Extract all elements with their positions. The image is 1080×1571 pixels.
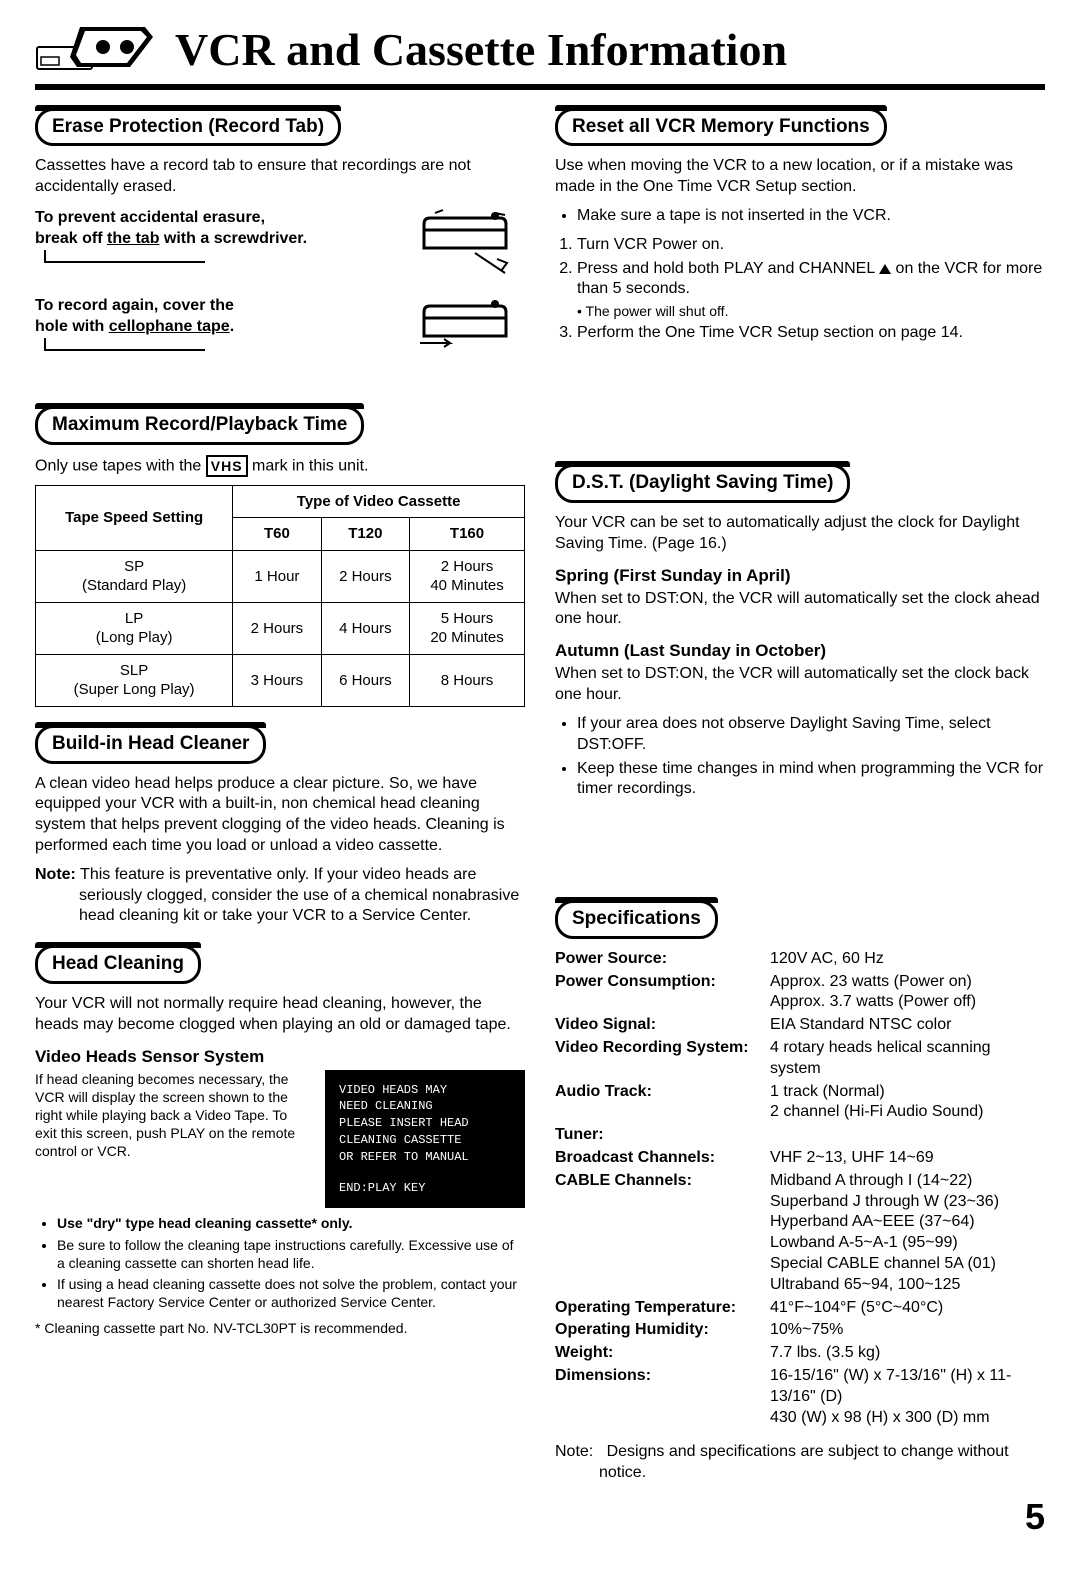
- table-header-speed: Tape Speed Setting: [36, 485, 233, 550]
- specs-note: Note: Designs and specifications are sub…: [555, 1442, 1045, 1484]
- heading-dst: D.S.T. (Daylight Saving Time): [555, 464, 850, 503]
- heading-specifications: Specifications: [555, 900, 718, 939]
- headclean-bullets: Use "dry" type head cleaning cassette* o…: [35, 1214, 525, 1311]
- specs-list: Power Source:120V AC, 60 Hz Power Consum…: [555, 949, 1045, 1429]
- heading-head-cleaning: Head Cleaning: [35, 945, 201, 984]
- dst-bullets: If your area does not observe Daylight S…: [555, 714, 1045, 800]
- reset-precondition: Make sure a tape is not inserted in the …: [577, 206, 1045, 227]
- headclean-footnote: * Cleaning cassette part No. NV-TCL30PT …: [35, 1319, 525, 1337]
- table-col-t120: T120: [321, 518, 409, 551]
- record-time-table: Tape Speed Setting Type of Video Cassett…: [35, 485, 525, 707]
- dst-autumn-body: When set to DST:ON, the VCR will automat…: [555, 664, 1045, 706]
- list-item: Use "dry" type head cleaning cassette* o…: [57, 1214, 525, 1232]
- channel-up-icon: [879, 264, 891, 274]
- reset-intro: Use when moving the VCR to a new locatio…: [555, 156, 1045, 198]
- heading-max-record: Maximum Record/Playback Time: [35, 406, 364, 445]
- left-column: Erase Protection (Record Tab) Cassettes …: [35, 108, 525, 1541]
- table-row: SLP (Super Long Play) 3 Hours 6 Hours 8 …: [36, 654, 525, 706]
- dst-spring-head: Spring (First Sunday in April): [555, 565, 1045, 587]
- sensor-screen-box: VIDEO HEADS MAY NEED CLEANING PLEASE INS…: [325, 1070, 525, 1209]
- list-item: If your area does not observe Daylight S…: [577, 714, 1045, 756]
- heading-builtin-cleaner: Build-in Head Cleaner: [35, 725, 266, 764]
- builtin-note: Note: This feature is preventative only.…: [35, 865, 525, 927]
- list-item: Press and hold both PLAY and CHANNEL on …: [577, 259, 1045, 321]
- builtin-body: A clean video head helps produce a clear…: [35, 774, 525, 857]
- erase-again-line2: hole with cellophane tape.: [35, 317, 405, 338]
- table-header-type: Type of Video Cassette: [233, 485, 525, 518]
- table-col-t60: T60: [233, 518, 321, 551]
- bracket-icon: [35, 250, 215, 270]
- erase-intro: Cassettes have a record tab to ensure th…: [35, 156, 525, 198]
- list-item: Be sure to follow the cleaning tape inst…: [57, 1236, 525, 1272]
- vhs-mark-icon: VHS: [206, 455, 248, 477]
- erase-prevent-line1: To prevent accidental erasure,: [35, 208, 405, 229]
- list-item: If using a head cleaning cassette does n…: [57, 1275, 525, 1311]
- vcr-cassette-icon: [35, 25, 155, 75]
- heading-erase-protection: Erase Protection (Record Tab): [35, 108, 341, 147]
- max-intro: Only use tapes with the VHS mark in this…: [35, 455, 525, 477]
- erase-again-line1: To record again, cover the: [35, 296, 405, 317]
- table-row: SP (Standard Play) 1 Hour 2 Hours 2 Hour…: [36, 550, 525, 602]
- page-title: VCR and Cassette Information: [175, 20, 787, 80]
- reset-steps: Turn VCR Power on. Press and hold both P…: [555, 235, 1045, 344]
- dst-intro: Your VCR can be set to automatically adj…: [555, 513, 1045, 555]
- list-item: Perform the One Time VCR Setup section o…: [577, 323, 1045, 344]
- table-row: LP (Long Play) 2 Hours 4 Hours 5 Hours 2…: [36, 602, 525, 654]
- list-item: Keep these time changes in mind when pro…: [577, 759, 1045, 801]
- erase-prevent-line2: break off the tab with a screwdriver.: [35, 229, 405, 250]
- page-header: VCR and Cassette Information: [35, 20, 1045, 90]
- table-col-t160: T160: [410, 518, 525, 551]
- cassette-break-tab-icon: [415, 208, 525, 278]
- cassette-cover-hole-icon: [415, 296, 525, 366]
- headclean-intro: Your VCR will not normally require head …: [35, 994, 525, 1036]
- dst-spring-body: When set to DST:ON, the VCR will automat…: [555, 589, 1045, 631]
- list-item: Turn VCR Power on.: [577, 235, 1045, 256]
- right-column: Reset all VCR Memory Functions Use when …: [555, 108, 1045, 1541]
- bracket-icon: [35, 338, 215, 358]
- heading-reset-memory: Reset all VCR Memory Functions: [555, 108, 887, 147]
- headclean-sensor-text: If head cleaning becomes necessary, the …: [35, 1070, 311, 1161]
- headclean-subhead: Video Heads Sensor System: [35, 1046, 525, 1068]
- dst-autumn-head: Autumn (Last Sunday in October): [555, 640, 1045, 662]
